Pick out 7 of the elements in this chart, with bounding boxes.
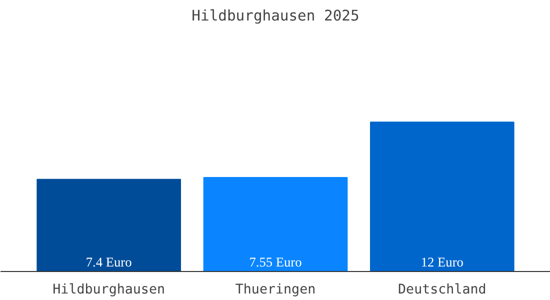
x-tick-label: Hildburghausen xyxy=(52,282,166,298)
data-label: 7.55 Euro xyxy=(249,254,302,270)
x-tick-label: Thueringen xyxy=(235,282,316,298)
data-label: 7.4 Euro xyxy=(86,254,132,270)
chart-title: Hildburghausen 2025 xyxy=(192,8,360,24)
data-label: 12 Euro xyxy=(420,254,464,270)
x-tick-label: Deutschland xyxy=(398,282,486,298)
